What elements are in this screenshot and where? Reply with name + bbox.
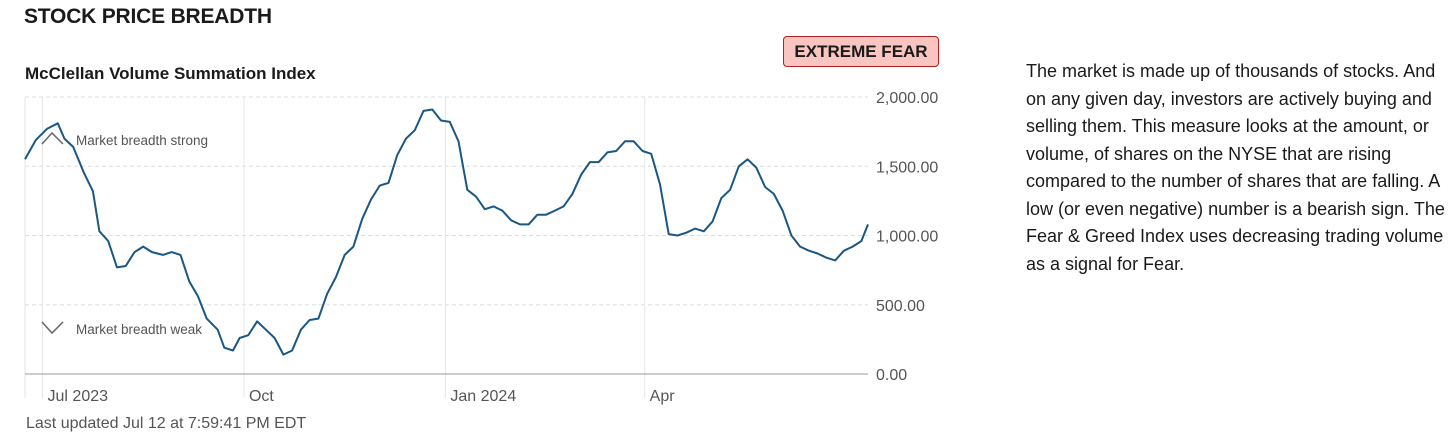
market-breadth-strong-label: Market breadth strong [76, 133, 209, 148]
x-gridlines [42, 97, 646, 398]
y-tick-labels: 0.00 500.00 1,000.00 1,500.00 2,000.00 [876, 90, 938, 384]
breadth-icons [41, 131, 64, 335]
y-tick-label: 1,000.00 [876, 229, 938, 246]
grid-lines [25, 96, 868, 306]
x-tick-label: Apr [650, 388, 676, 405]
y-tick-label: 1,500.00 [876, 159, 938, 176]
chevron-down-icon [41, 321, 64, 335]
y-tick-label: 0.00 [876, 367, 907, 384]
section-title: STOCK PRICE BREADTH [24, 5, 272, 28]
chart-title: McClellan Volume Summation Index [25, 64, 316, 83]
x-tick-label: Oct [249, 388, 274, 405]
chevron-up-icon [41, 131, 64, 145]
x-axis [24, 97, 868, 398]
x-tick-label: Jul 2023 [48, 388, 109, 405]
sentiment-badge: EXTREME FEAR [783, 36, 939, 67]
chart: 0.00 500.00 1,000.00 1,500.00 2,000.00 Jul 2… [24, 90, 938, 405]
series-layer [24, 108, 869, 356]
y-tick-label: 2,000.00 [876, 90, 938, 107]
series-line [24, 108, 869, 356]
x-tick-labels: Jul 2023 Oct Jan 2024 Apr [48, 388, 676, 405]
indicator-description: The market is made up of thousands of st… [1026, 61, 1445, 274]
market-breadth-weak-label: Market breadth weak [76, 322, 203, 337]
y-tick-label: 500.00 [876, 298, 925, 315]
x-tick-label: Jan 2024 [450, 388, 516, 405]
last-updated: Last updated Jul 12 at 7:59:41 PM EDT [26, 415, 307, 432]
